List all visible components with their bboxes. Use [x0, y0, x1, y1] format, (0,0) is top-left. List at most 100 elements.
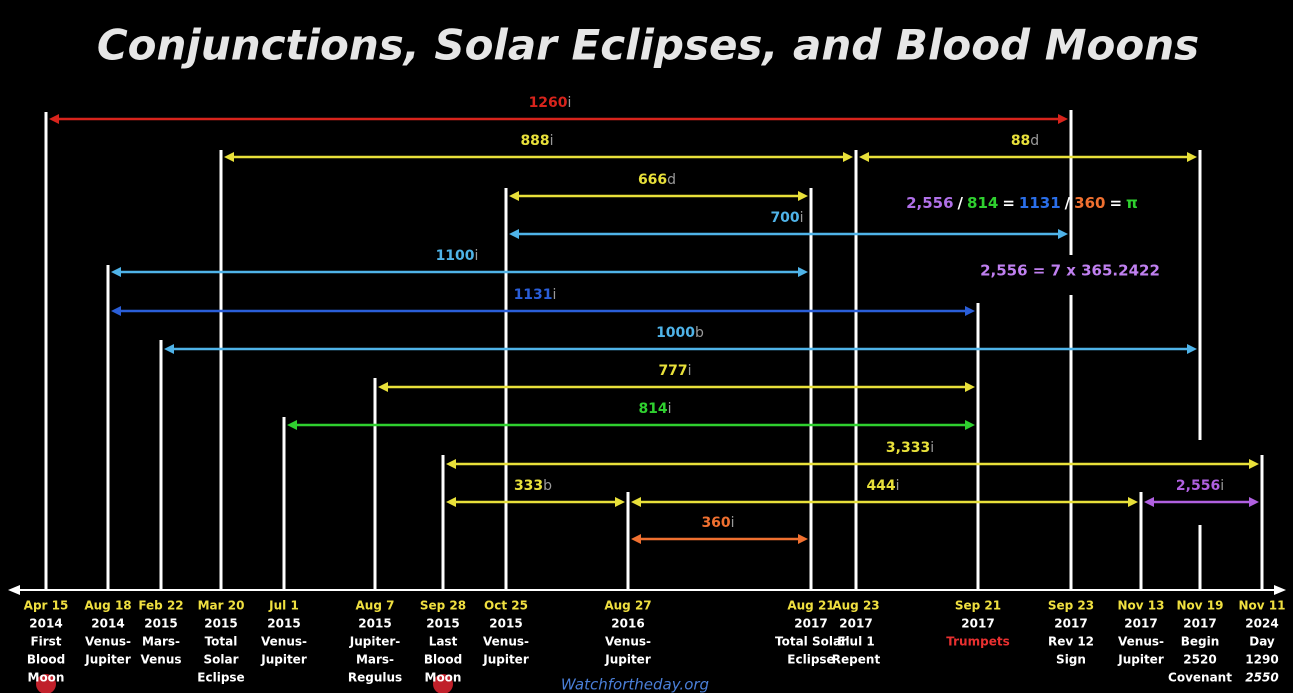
event-label: Repent [832, 653, 881, 667]
event-label: Venus- [85, 635, 131, 649]
span-arrow [631, 497, 641, 507]
span-number: 3,333 [886, 440, 930, 456]
event-label: Blood [424, 653, 462, 667]
span-arrow [965, 420, 975, 430]
span-unit: i [668, 401, 672, 417]
span-arrow [1249, 497, 1259, 507]
event-date: Sep 21 [955, 599, 1001, 613]
span-arrow [509, 191, 519, 201]
event-date: Sep 28 [420, 599, 466, 613]
span-arrow [631, 534, 641, 544]
event-label: Day [1249, 635, 1275, 649]
span-arrow [965, 306, 975, 316]
event-label: Jupiter [1117, 653, 1164, 667]
span-arrow [843, 152, 853, 162]
span-arrow [1187, 344, 1197, 354]
span-unit: i [475, 248, 479, 264]
equation-part: 360 [1074, 194, 1105, 212]
span-arrow [378, 382, 388, 392]
event-label: Jupiter [604, 653, 651, 667]
event-year: 2017 [794, 617, 827, 631]
span-arrow [1128, 497, 1138, 507]
span-label: 333b [514, 478, 552, 494]
span-label: 700i [770, 210, 803, 226]
span-label: 888i [520, 133, 553, 149]
span-arrow [224, 152, 234, 162]
event-label: Venus- [261, 635, 307, 649]
event-year: 2015 [358, 617, 391, 631]
event-label: Jupiter [482, 653, 529, 667]
event-label: Venus- [483, 635, 529, 649]
event-label: Begin [1181, 635, 1220, 649]
span-label: 360i [701, 515, 734, 531]
span-number: 777 [658, 363, 687, 379]
event-date: Feb 22 [138, 599, 183, 613]
event-label: Rev 12 [1048, 635, 1094, 649]
event-label: Eclipse [787, 653, 834, 667]
span-arrow [111, 267, 121, 277]
moon-icon [433, 674, 453, 693]
event-label: 1290 [1245, 653, 1278, 667]
span-unit: i [550, 133, 554, 149]
span-label: 2,556i [1176, 478, 1224, 494]
event-date: Sep 23 [1048, 599, 1094, 613]
event-label: Regulus [348, 671, 402, 685]
span-label: 3,333i [886, 440, 934, 456]
span-arrow [798, 534, 808, 544]
event-date: Aug 23 [832, 599, 879, 613]
span-label: 1260i [529, 95, 572, 111]
event-label: First [30, 635, 61, 649]
span-unit: i [800, 210, 804, 226]
event-year: 2015 [204, 617, 237, 631]
event-label: Venus- [1118, 635, 1164, 649]
event-label: Moon [28, 671, 65, 685]
span-unit: b [543, 478, 552, 494]
span-label: 444i [866, 478, 899, 494]
span-arrow [798, 191, 808, 201]
span-arrow [287, 420, 297, 430]
event-label: Blood [27, 653, 65, 667]
event-year: 2017 [1054, 617, 1087, 631]
event-label: Trumpets [946, 635, 1009, 649]
event-label: 2520 [1183, 653, 1216, 667]
equation-part: π [1126, 194, 1138, 212]
equation: 2,556 = 7 x 365.2422 [980, 262, 1160, 280]
span-number: 88 [1011, 133, 1030, 149]
span-unit: i [896, 478, 900, 494]
event-date: Nov 13 [1118, 599, 1165, 613]
event-date: Mar 20 [198, 599, 245, 613]
event-date: Aug 27 [604, 599, 651, 613]
span-number: 888 [520, 133, 549, 149]
event-year: 2017 [961, 617, 994, 631]
span-number: 444 [866, 478, 895, 494]
event-label: Solar [203, 653, 238, 667]
event-label: Jupiter [260, 653, 307, 667]
span-arrow [1058, 229, 1068, 239]
equation-part: 2,556 [906, 194, 953, 212]
equation-part: 814 [967, 194, 998, 212]
span-arrow [509, 229, 519, 239]
event-date: Oct 25 [484, 599, 528, 613]
event-label: 2550 [1245, 671, 1278, 685]
span-number: 666 [638, 172, 667, 188]
span-number: 1260 [529, 95, 568, 111]
event-label: Mars- [356, 653, 394, 667]
equation-part: = [1002, 194, 1015, 212]
event-year: 2015 [267, 617, 300, 631]
event-label: Mars- [142, 635, 180, 649]
span-arrow [111, 306, 121, 316]
span-number: 1131 [514, 287, 553, 303]
event-date: Nov 19 [1177, 599, 1224, 613]
event-label: Moon [425, 671, 462, 685]
event-label: Covenant [1168, 671, 1232, 685]
span-label: 814i [638, 401, 671, 417]
span-number: 333 [514, 478, 543, 494]
span-arrow [446, 459, 456, 469]
event-label: Eclipse [197, 671, 244, 685]
span-unit: i [568, 95, 572, 111]
event-year: 2017 [1124, 617, 1157, 631]
event-date: Aug 21 [787, 599, 834, 613]
moon-icon [36, 674, 56, 693]
event-date: Aug 7 [356, 599, 395, 613]
event-label: Jupiter- [349, 635, 401, 649]
